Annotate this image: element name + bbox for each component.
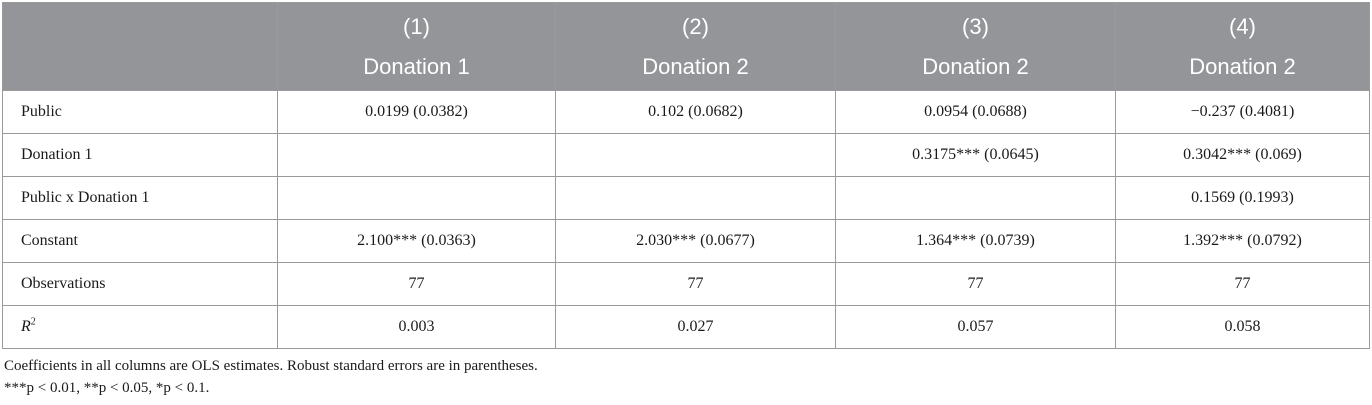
- table-cell: 0.003: [277, 305, 556, 349]
- table-cell: [555, 133, 836, 177]
- header-col-2: (2) Donation 2: [555, 2, 836, 91]
- header-corner-cell: [2, 2, 278, 91]
- table-cell: 1.364*** (0.0739): [835, 219, 1116, 263]
- table-row-observations: Observations 77 77 77 77: [2, 262, 1370, 306]
- table-cell: 0.1569 (0.1993): [1115, 176, 1370, 220]
- table-header: (1) Donation 1 (2) Donation 2 (3) Donati…: [2, 2, 1370, 91]
- header-col-1: (1) Donation 1: [277, 2, 556, 91]
- table-cell: 77: [835, 262, 1116, 306]
- row-label: Constant: [2, 219, 278, 263]
- table-cell: 0.057: [835, 305, 1116, 349]
- row-label: Donation 1: [2, 133, 278, 177]
- row-label: Public: [2, 90, 278, 134]
- header-row: (1) Donation 1 (2) Donation 2 (3) Donati…: [2, 2, 1370, 91]
- regression-table: (1) Donation 1 (2) Donation 2 (3) Donati…: [2, 2, 1370, 349]
- table-cell: 0.3175*** (0.0645): [835, 133, 1116, 177]
- column-number: (4): [1229, 13, 1256, 39]
- column-number: (3): [962, 13, 989, 39]
- notes-line-estimates: Coefficients in all columns are OLS esti…: [4, 358, 538, 374]
- table-cell: 0.058: [1115, 305, 1370, 349]
- table-cell: 0.3042*** (0.069): [1115, 133, 1370, 177]
- dependent-variable: Donation 2: [922, 53, 1029, 79]
- dependent-variable: Donation 2: [1189, 53, 1296, 79]
- row-label: Public x Donation 1: [2, 176, 278, 220]
- table-cell: 2.100*** (0.0363): [277, 219, 556, 263]
- table-cell: 77: [1115, 262, 1370, 306]
- row-label: Observations: [2, 262, 278, 306]
- table-body: Public 0.0199 (0.0382) 0.102 (0.0682) 0.…: [2, 90, 1370, 349]
- table-cell: 2.030*** (0.0677): [555, 219, 836, 263]
- table-cell: [835, 176, 1116, 220]
- table-row-constant: Constant 2.100*** (0.0363) 2.030*** (0.0…: [2, 219, 1370, 263]
- column-number: (2): [682, 13, 709, 39]
- column-number: (1): [403, 13, 430, 39]
- notes-line-significance: ***p < 0.01, **p < 0.05, *p < 0.1.: [4, 380, 210, 396]
- table-row-interaction: Public x Donation 1 0.1569 (0.1993): [2, 176, 1370, 220]
- table-row-r-squared: R2 0.003 0.027 0.057 0.058: [2, 305, 1370, 349]
- table-cell: 0.0954 (0.0688): [835, 90, 1116, 134]
- row-label: R2: [2, 305, 278, 349]
- table-cell: −0.237 (0.4081): [1115, 90, 1370, 134]
- table-cell: 77: [277, 262, 556, 306]
- r-squared-exponent: 2: [30, 316, 36, 328]
- header-col-3: (3) Donation 2: [835, 2, 1116, 91]
- table-cell: 0.0199 (0.0382): [277, 90, 556, 134]
- header-col-4: (4) Donation 2: [1115, 2, 1370, 91]
- table-cell: [277, 176, 556, 220]
- table-notes: Coefficients in all columns are OLS esti…: [4, 355, 538, 399]
- table-cell: 77: [555, 262, 836, 306]
- dependent-variable: Donation 2: [642, 53, 749, 79]
- table-cell: 1.392*** (0.0792): [1115, 219, 1370, 263]
- table-cell: 0.027: [555, 305, 836, 349]
- table-cell: [277, 133, 556, 177]
- table-row-public: Public 0.0199 (0.0382) 0.102 (0.0682) 0.…: [2, 90, 1370, 134]
- table-cell: 0.102 (0.0682): [555, 90, 836, 134]
- table-row-donation-1: Donation 1 0.3175*** (0.0645) 0.3042*** …: [2, 133, 1370, 177]
- dependent-variable: Donation 1: [363, 53, 470, 79]
- table-cell: [555, 176, 836, 220]
- r-squared-symbol: R: [21, 318, 31, 335]
